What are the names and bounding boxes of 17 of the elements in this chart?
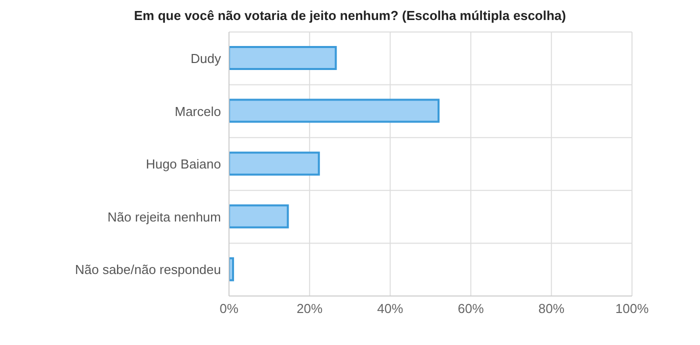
y-tick-label: Dudy <box>190 51 222 66</box>
chart-title: Em que você não votaria de jeito nenhum? (Escolha múltipla escolha) <box>133 8 567 23</box>
bar <box>229 152 320 176</box>
y-tick-label: Marcelo <box>174 104 221 119</box>
bar <box>229 46 337 70</box>
x-tick-label: 40% <box>377 301 404 316</box>
y-tick-label: Não sabe/não respondeu <box>74 262 221 278</box>
bar <box>229 98 440 123</box>
x-tick-label: 80% <box>538 301 565 316</box>
x-tick-label: 0% <box>220 301 239 316</box>
x-tick-label: 20% <box>296 301 324 316</box>
x-tick-label: 60% <box>458 301 484 316</box>
y-tick-label: Hugo Baiano <box>146 156 221 172</box>
y-tick-label: Não rejeita nenhum <box>108 209 221 224</box>
bar <box>229 204 289 228</box>
bar <box>229 257 234 282</box>
x-tick-label: 100% <box>615 301 650 316</box>
